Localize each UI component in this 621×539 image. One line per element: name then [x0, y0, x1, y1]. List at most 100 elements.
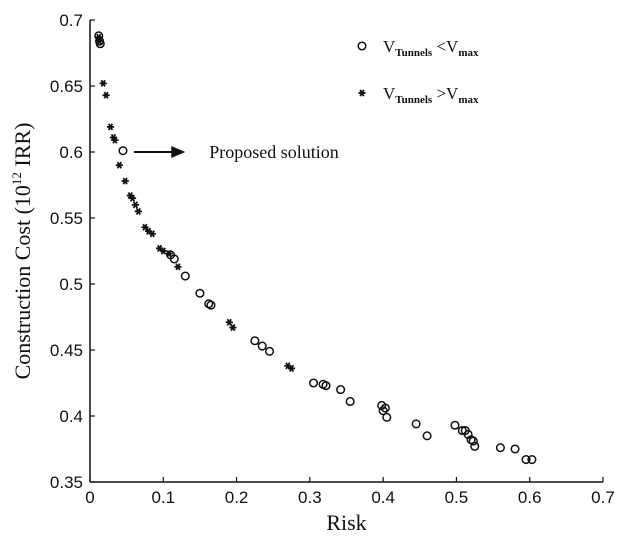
circle-point: [180, 271, 190, 281]
circle-point: [470, 441, 480, 451]
asterisk-point: [95, 37, 104, 45]
circle-point: [450, 420, 460, 430]
circle-point: [378, 406, 388, 416]
asterisk-stroke: [100, 79, 106, 87]
x-tick-label: 0.5: [445, 488, 469, 507]
circle-point: [345, 396, 355, 407]
circle-point: [250, 336, 260, 346]
asterisk-point: [134, 207, 142, 215]
circle-point: [468, 436, 478, 446]
asterisk-stroke: [96, 37, 103, 45]
circle-point: [195, 288, 205, 298]
y-tick-label: 0.6: [59, 143, 83, 162]
circle-point: [169, 254, 179, 264]
arrow-head-icon: [171, 146, 186, 158]
asterisk-stroke: [285, 362, 291, 370]
legend-label-part: Tunnels: [395, 94, 433, 106]
asterisk-stroke: [116, 161, 122, 169]
asterisk-point: [128, 194, 137, 202]
legend-label-part: >V: [432, 84, 459, 103]
x-tick-label: 0.4: [371, 488, 395, 507]
circle-point: [382, 412, 392, 422]
circle-point: [336, 385, 346, 395]
asterisk-stroke: [112, 136, 118, 144]
asterisk-point: [287, 364, 296, 373]
circle-point: [308, 378, 319, 388]
asterisk-stroke: [107, 123, 114, 131]
annotation: Proposed solution: [133, 142, 339, 162]
circle-point: [265, 346, 275, 356]
asterisk-point: [99, 79, 107, 87]
legend-asterisk-marker: [358, 89, 366, 97]
asterisk-point: [131, 201, 140, 209]
asterisk-stroke: [230, 323, 236, 332]
circle-point: [422, 431, 432, 441]
x-tick-label: 0.1: [151, 488, 175, 507]
circle-point: [118, 146, 128, 156]
asterisk-point: [225, 318, 233, 326]
asterisk-stroke: [175, 263, 181, 271]
circle-point: [495, 443, 505, 453]
asterisk-point: [174, 263, 182, 271]
asterisk-stroke: [157, 244, 163, 252]
asterisk-stroke: [226, 318, 232, 326]
y-tick-label: 0.65: [50, 77, 83, 96]
asterisk-stroke: [142, 223, 148, 231]
circle-point: [206, 300, 216, 310]
legend-label: VTunnels >Vmax: [383, 84, 479, 106]
legend-label-part: Tunnels: [395, 47, 433, 59]
circle-point: [321, 381, 331, 391]
plot-frame: [89, 20, 603, 483]
asterisk-point: [141, 223, 149, 231]
y-axis-ticks: 0.35 0.4 0.45 0.5 0.55 0.6 0.65 0.7: [50, 11, 95, 492]
legend: VTunnels <Vmax VTunnels >Vmax: [357, 37, 479, 106]
asterisk-stroke: [146, 227, 152, 235]
asterisk-stroke: [135, 207, 141, 215]
legend-label-part: max: [458, 94, 479, 106]
asterisk-stroke: [103, 91, 109, 99]
circle-point: [257, 341, 267, 351]
x-tick-label: 0.3: [298, 488, 322, 507]
asterisk-stroke: [129, 194, 136, 202]
asterisk-stroke: [149, 230, 155, 238]
x-axis-title: Risk: [326, 510, 366, 535]
asterisk-point: [121, 177, 129, 185]
data-points: [94, 31, 537, 465]
legend-label: VTunnels <Vmax: [383, 37, 479, 59]
asterisk-point: [106, 123, 115, 131]
circle-point: [521, 455, 531, 465]
circle-point: [527, 455, 537, 465]
asterisk-stroke: [359, 89, 365, 97]
asterisk-stroke: [166, 250, 172, 258]
legend-label-part: <V: [432, 37, 459, 56]
asterisk-stroke: [288, 364, 295, 373]
x-tick-label: 0.2: [225, 488, 249, 507]
y-tick-label: 0.45: [50, 341, 83, 360]
y-axis-title-main: Construction Cost (10: [10, 185, 35, 379]
y-tick-label: 0.35: [50, 473, 83, 492]
asterisk-point: [165, 250, 173, 258]
y-axis-title-tail: IRR): [10, 123, 35, 173]
legend-label-part: max: [458, 47, 479, 59]
x-tick-label: 0: [85, 488, 94, 507]
asterisk-point: [102, 91, 110, 99]
asterisk-stroke: [132, 201, 139, 209]
y-tick-label: 0.55: [50, 209, 83, 228]
y-tick-label: 0.7: [59, 11, 83, 30]
circle-point: [380, 403, 390, 413]
asterisk-stroke: [122, 177, 128, 185]
asterisk-point: [159, 247, 167, 255]
asterisk-point: [229, 323, 237, 332]
annotation-label: Proposed solution: [209, 142, 339, 162]
y-axis-title: Construction Cost (1012 IRR): [9, 123, 35, 380]
circle-point: [411, 419, 421, 429]
y-axis-title-exponent: 12: [9, 172, 24, 185]
asterisk-point: [148, 230, 156, 238]
legend-circle-marker: [357, 41, 367, 51]
x-tick-label: 0.6: [518, 488, 542, 507]
asterisk-point: [111, 136, 119, 144]
y-tick-label: 0.4: [59, 407, 83, 426]
y-tick-label: 0.5: [59, 275, 83, 294]
asterisk-point: [115, 161, 123, 169]
